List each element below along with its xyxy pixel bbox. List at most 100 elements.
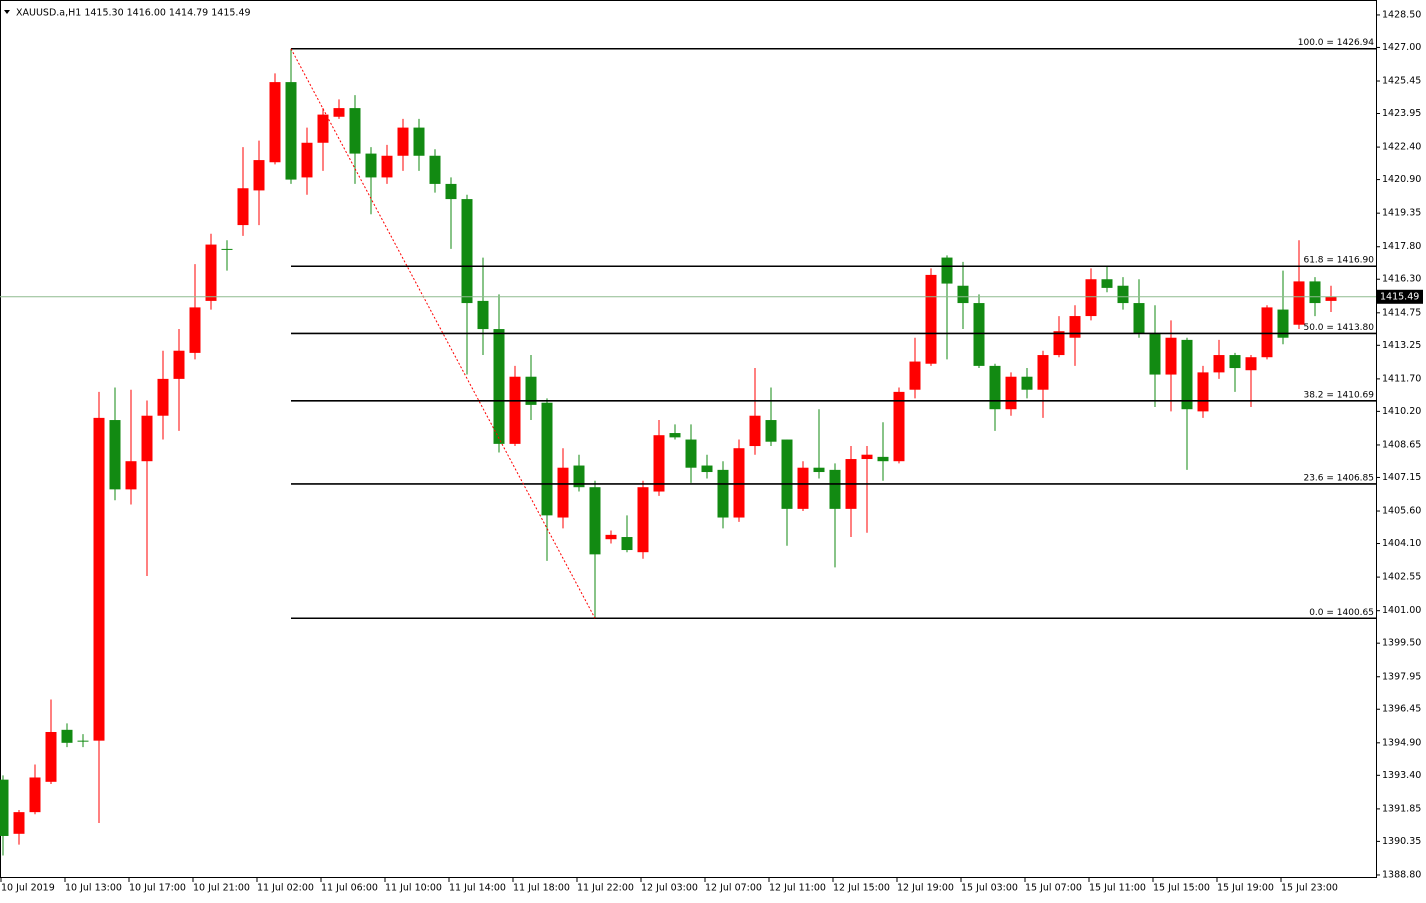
candle-body (1309, 281, 1321, 304)
candle-body (893, 391, 905, 462)
x-tick-label: 15 Jul 11:00 (1089, 883, 1146, 894)
candle-body (765, 420, 777, 442)
x-tick-label: 12 Jul 03:00 (641, 883, 698, 894)
candle-body (189, 307, 201, 353)
y-tick-label: 1388.80 (1382, 869, 1421, 880)
y-tick-label: 1407.15 (1382, 472, 1421, 483)
candle-body (557, 467, 569, 518)
candle-body (109, 420, 121, 490)
candle-body (29, 777, 41, 813)
x-tick-label: 15 Jul 15:00 (1153, 883, 1210, 894)
candle-body (1069, 316, 1081, 338)
y-tick-label: 1417.80 (1382, 241, 1421, 252)
candle-body (269, 82, 281, 163)
candle-body (0, 779, 9, 836)
candle-body (1085, 279, 1097, 317)
y-tick-label: 1401.00 (1382, 605, 1421, 616)
x-tick-label: 11 Jul 18:00 (513, 883, 570, 894)
candle-body (317, 114, 329, 143)
y-tick-label: 1410.20 (1382, 406, 1421, 417)
y-tick-label: 1396.45 (1382, 704, 1421, 715)
candle-body (413, 127, 425, 156)
candle-body (173, 350, 185, 379)
y-tick-label: 1420.90 (1382, 174, 1421, 185)
x-tick-label: 10 Jul 17:00 (129, 883, 186, 894)
y-tick-label: 1413.25 (1382, 340, 1421, 351)
y-tick-label: 1399.50 (1382, 638, 1421, 649)
candle-body (541, 402, 553, 516)
candle-body (973, 303, 985, 366)
fib-label: 50.0 = 1413.80 (1303, 323, 1374, 333)
candle-body (429, 155, 441, 184)
candle-body (685, 439, 697, 468)
candle-body (1277, 309, 1289, 338)
candle-body (141, 415, 153, 462)
candle-body (1021, 376, 1033, 390)
candle-body (1197, 372, 1209, 412)
x-tick-label: 11 Jul 02:00 (257, 883, 314, 894)
dropdown-icon[interactable] (4, 10, 10, 14)
candle-body (493, 329, 505, 444)
candle-body (621, 537, 633, 551)
candle-body (941, 257, 953, 284)
x-tick-label: 11 Jul 06:00 (321, 883, 378, 894)
x-tick-label: 10 Jul 2019 (1, 883, 55, 894)
candle-body (205, 244, 217, 301)
candle-body (1053, 331, 1065, 356)
candle-body (45, 731, 57, 782)
candle-body (589, 487, 601, 555)
candle-body (525, 376, 537, 405)
candle-body (1005, 376, 1017, 410)
y-tick-label: 1397.95 (1382, 671, 1421, 682)
y-tick-label: 1416.30 (1382, 274, 1421, 285)
candle-body (253, 160, 265, 191)
candle-body (829, 469, 841, 509)
y-tick-label: 1390.35 (1382, 836, 1421, 847)
candle-body (669, 433, 681, 438)
candle-body (1133, 303, 1145, 334)
y-tick-label: 1423.95 (1382, 108, 1421, 119)
y-tick-label: 1428.50 (1382, 9, 1421, 20)
candle-body (301, 142, 313, 178)
candle-body (573, 465, 585, 488)
candle-body (1229, 355, 1241, 369)
x-tick-label: 15 Jul 03:00 (961, 883, 1018, 894)
candle-body (93, 417, 105, 741)
x-tick-label: 15 Jul 07:00 (1025, 883, 1082, 894)
y-tick-label: 1402.55 (1382, 572, 1421, 583)
candle-body (1037, 355, 1049, 390)
candle-body (925, 274, 937, 364)
y-tick-label: 1404.10 (1382, 538, 1421, 549)
y-tick-label: 1408.65 (1382, 439, 1421, 450)
candle-body (13, 812, 25, 834)
candle-body (349, 108, 361, 154)
candle-body (701, 465, 713, 473)
candle-body (461, 199, 473, 304)
candle-body (397, 127, 409, 156)
candle-body (1245, 357, 1257, 371)
candle-body (717, 469, 729, 518)
fib-label: 61.8 = 1416.90 (1303, 256, 1374, 266)
candle-body (285, 82, 297, 180)
fib-label: 38.2 = 1410.69 (1303, 390, 1374, 400)
price-tag (1377, 289, 1423, 304)
fib-label: 23.6 = 1406.85 (1303, 473, 1374, 483)
candle-body (237, 188, 249, 226)
candle-body (1101, 279, 1113, 288)
fib-trendline (290, 48, 596, 619)
candle-body (445, 183, 457, 200)
x-tick-label: 12 Jul 11:00 (769, 883, 826, 894)
candle-body (957, 285, 969, 304)
candle-body (1213, 355, 1225, 373)
fib-label: 100.0 = 1426.94 (1298, 38, 1375, 48)
candle-body (157, 378, 169, 416)
y-tick-label: 1414.75 (1382, 307, 1421, 318)
candle-body (605, 534, 617, 540)
candle-body (365, 153, 377, 178)
plot-frame (0, 0, 1377, 878)
x-tick-label: 11 Jul 22:00 (577, 883, 634, 894)
y-tick-label: 1425.45 (1382, 76, 1421, 87)
x-tick-label: 10 Jul 13:00 (65, 883, 122, 894)
candle-body (125, 461, 137, 490)
